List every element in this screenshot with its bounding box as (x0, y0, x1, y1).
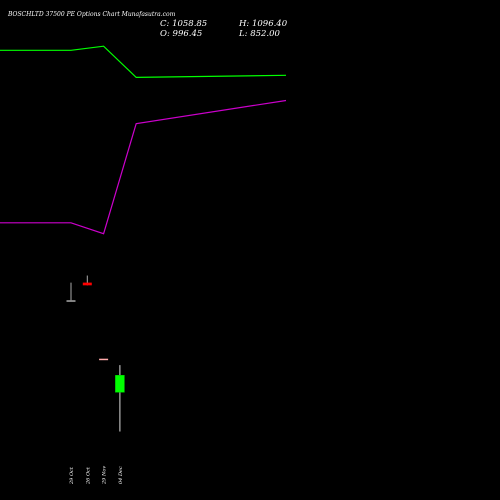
chart-title: BOSCHLTD 37500 PE Options Chart Munafasu… (8, 11, 176, 18)
candle-3 (115, 365, 125, 432)
candle-0 (66, 282, 76, 302)
x-tick-label-3: 04 Dec (118, 466, 124, 484)
x-tick-labels: 29 Oct 26 Oct 29 Nov 04 Dec (69, 466, 124, 485)
candle-body-1 (82, 282, 92, 286)
candle-2 (99, 358, 109, 361)
candle-body-2 (99, 358, 109, 361)
high-value: H: 1096.40 (239, 19, 288, 29)
candle-body-3 (115, 375, 125, 393)
low-value: L: 852.00 (239, 29, 280, 39)
open-value: O: 996.45 (160, 29, 203, 39)
overlay-line-0 (0, 45, 287, 79)
overlay-lines (0, 45, 287, 235)
close-value: C: 1058.85 (160, 19, 208, 29)
x-tick-label-0: 29 Oct (69, 466, 75, 485)
candle-body-0 (66, 300, 76, 302)
candle-1 (82, 275, 92, 286)
overlay-line-1 (0, 99, 287, 235)
candles (66, 275, 125, 432)
x-tick-label-1: 26 Oct (85, 466, 91, 485)
x-tick-label-2: 29 Nov (102, 466, 108, 485)
